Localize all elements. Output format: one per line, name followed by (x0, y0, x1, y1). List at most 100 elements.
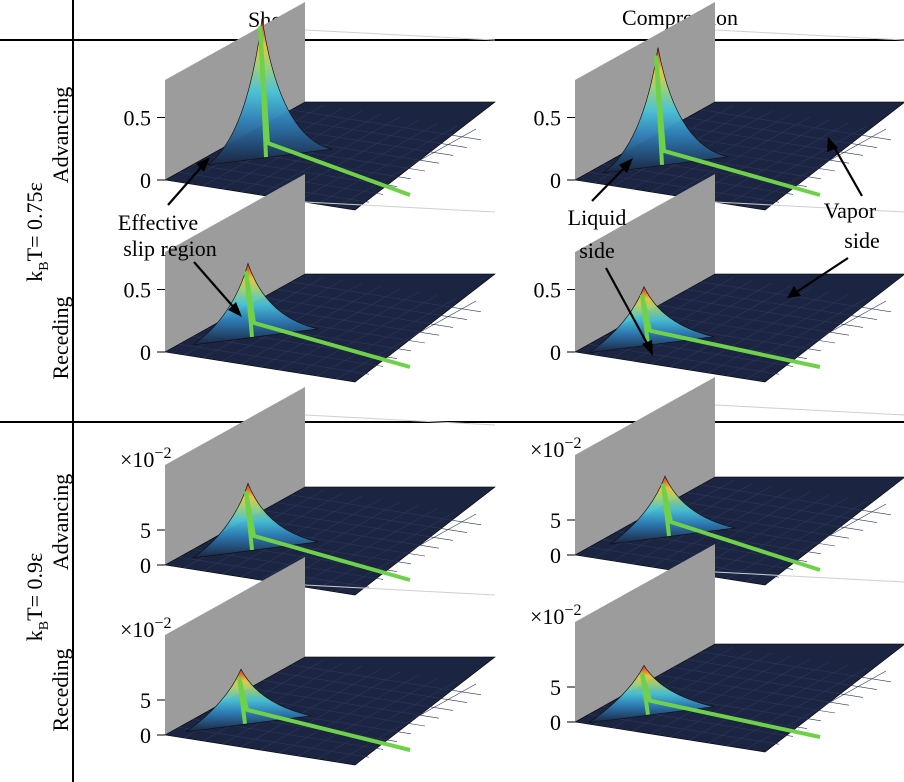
z-tick-label: 0.5 (534, 278, 562, 303)
surface-panel: 0 5 ×10−2 (120, 557, 496, 766)
annotation-vapor-side-line2: side (844, 228, 879, 253)
surface-meshline (335, 513, 477, 593)
z-tick-label: 0.5 (124, 106, 152, 131)
back-gridline (714, 29, 904, 41)
surface-meshline (745, 670, 887, 750)
surface-meshline (335, 683, 477, 763)
annotation-vapor-side: Vapor side (787, 137, 880, 298)
back-gridline (304, 29, 496, 41)
surface-meshline (248, 517, 440, 549)
surface-meshline (316, 680, 458, 760)
z-tick-label: 5 (550, 508, 561, 533)
side-wall (165, 174, 305, 352)
surface-meshline (316, 510, 458, 590)
z-scale-factor: ×10−2 (120, 615, 171, 642)
annotation-effective-slip-line1: Effective (118, 210, 198, 235)
surface-panel: 0 5 ×10−2 (530, 377, 904, 586)
contact-line-vertical (661, 483, 671, 537)
surface-meshline (259, 671, 401, 751)
surface-meshline (686, 117, 878, 148)
surface-panel: 0 5 ×10−2 (120, 387, 496, 596)
surface-meshline (290, 494, 482, 526)
z-tick-label: 0 (550, 710, 561, 735)
surface-meshline (700, 109, 892, 141)
contact-line-vertical (654, 55, 664, 166)
annotation-liquid-side-line2: side (579, 238, 614, 263)
z-tick-label: 0 (140, 553, 151, 578)
surface-meshline (290, 109, 482, 141)
surface-meshline (297, 507, 439, 587)
surface-meshline (658, 674, 850, 706)
back-gridline (714, 571, 904, 583)
contact-line-vertical (244, 271, 254, 338)
back-gridline (304, 414, 496, 426)
surface-panel: 00.5 (534, 174, 904, 383)
surface-peak (206, 18, 333, 166)
surface-meshline (669, 658, 811, 738)
annotation-liquid-side-line1: Liquid (568, 205, 627, 230)
surface-meshline (297, 294, 439, 374)
arrowhead-liquid-side-lower (642, 340, 653, 356)
surface-meshline (297, 677, 439, 757)
surface-panel: 0 5 ×10−2 (530, 544, 904, 753)
surface-meshline (259, 288, 401, 368)
back-gridline (714, 404, 904, 416)
arrowhead-vapor-side-upper (827, 137, 838, 152)
row-group-label-0.75: kBT= 0.75ε (22, 182, 52, 281)
contact-line-vertical (237, 676, 247, 725)
contact-line-vertical (258, 26, 268, 158)
surface-meshline (278, 674, 420, 754)
surface-meshline (700, 651, 892, 683)
surface-meshline (726, 297, 868, 377)
z-tick-label: 0.5 (534, 106, 562, 131)
surface-peak (192, 482, 319, 559)
surface-peak (192, 262, 319, 346)
z-scale-factor: ×10−2 (530, 435, 581, 462)
surface-meshline (316, 125, 458, 205)
arrowhead-effective-slip-lower (228, 302, 242, 317)
z-scale-factor: ×10−2 (120, 445, 171, 472)
annotation-liquid-side: Liquid side (568, 158, 653, 356)
arrow-vapor-side-lower (794, 257, 849, 294)
surface-meshline (669, 116, 811, 196)
arrow-liquid-side-upper (591, 164, 628, 202)
z-scale-factor: ×10−2 (530, 602, 581, 629)
surface-meshline (335, 128, 477, 208)
surface-peak (602, 47, 729, 174)
surface-meshline (707, 122, 849, 202)
surface-meshline (658, 304, 850, 336)
row-label-receding-1: Receding (48, 296, 73, 379)
z-tick-label: 0 (140, 340, 151, 365)
z-tick-label: 0.5 (124, 278, 152, 303)
z-tick-label: 5 (140, 688, 151, 713)
arrow-effective-slip-upper (167, 163, 205, 206)
surface-meshline (745, 300, 887, 380)
surface-meshline (290, 664, 482, 696)
surface-meshline (297, 122, 439, 202)
surface-meshline (707, 497, 849, 577)
surface-meshline (262, 510, 454, 541)
row-group-label-0.9: kBT= 0.9ε (22, 553, 52, 641)
surface-meshline (276, 672, 468, 703)
z-tick-label: 0 (550, 168, 561, 193)
surface-meshline (672, 297, 864, 328)
surface-meshline (726, 125, 868, 205)
arrowhead-vapor-side-lower (787, 286, 801, 298)
arrow-liquid-side-lower (605, 267, 650, 348)
contact-line-vertical (244, 491, 254, 551)
surface-peak (609, 475, 736, 545)
surface-meshline (688, 291, 830, 371)
surface-meshline (745, 503, 887, 583)
z-tick-label: 0 (140, 723, 151, 748)
annotation-effective-slip: Effective slip region (118, 157, 242, 317)
arrow-vapor-side-upper (832, 144, 863, 197)
row-label-advancing-1: Advancing (48, 87, 73, 184)
surface-meshline (672, 500, 864, 531)
surface-meshline (248, 687, 440, 719)
surface-meshline (259, 116, 401, 196)
back-gridline (304, 201, 496, 213)
surface-meshline (278, 291, 420, 371)
surface-panel: 00.5 (534, 2, 904, 211)
surface-meshline (686, 289, 878, 320)
